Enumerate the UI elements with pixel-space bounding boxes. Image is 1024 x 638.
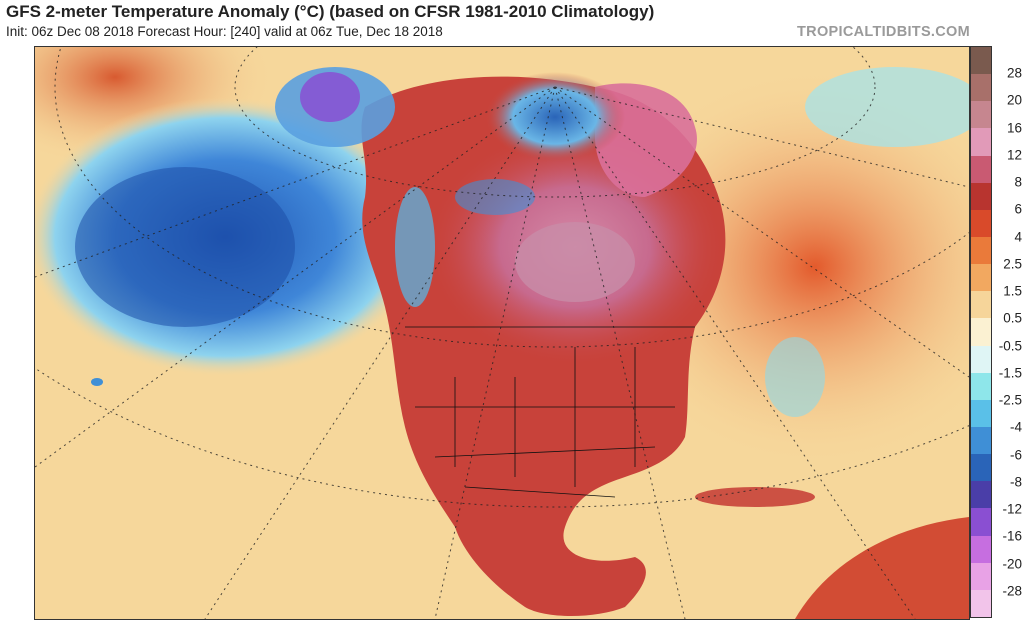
hawaii-island [91, 378, 103, 386]
colorbar-tick-label: 0.5 [1003, 310, 1022, 326]
cool-north-atlantic [805, 67, 969, 147]
colorbar-labels: 28 20 16 12 8 6 4 2.5 1.5 0.5 -0.5 -1.5 -2.5 -4 -6 -8 -1… [994, 46, 1024, 618]
colorbar-segment [971, 318, 991, 346]
colorbar-segment [971, 562, 991, 590]
colorbar-tick-label: -1.5 [998, 365, 1022, 381]
colorbar-segment [971, 101, 991, 129]
source-watermark: TROPICALTIDBITS.COM [797, 24, 970, 40]
colorbar-tick-label: -12 [1002, 501, 1022, 517]
colorbar-tick-label: 28 [1006, 65, 1022, 81]
cold-arctic-islands [485, 72, 625, 162]
colorbar-segment [971, 182, 991, 210]
colorbar-tick-label: 20 [1006, 92, 1022, 108]
colorbar-tick-label: -16 [1002, 528, 1022, 544]
map-subtitle: Init: 06z Dec 08 2018 Forecast Hour: [24… [6, 24, 443, 39]
colorbar [970, 46, 992, 618]
colorbar-tick-label: 2.5 [1003, 256, 1022, 272]
colorbar-tick-label: -8 [1009, 474, 1022, 490]
colorbar-segment [971, 508, 991, 536]
cold-bc-coast [395, 187, 435, 307]
very-cold-siberia [300, 72, 360, 122]
colorbar-segment [971, 128, 991, 156]
colorbar-tick-label: -6 [1009, 447, 1022, 463]
colorbar-segment [971, 589, 991, 617]
colorbar-tick-label: 1.5 [1003, 283, 1022, 299]
colorbar-tick-label: 8 [1014, 174, 1022, 190]
anomaly-map [35, 47, 969, 619]
colorbar-segment [971, 454, 991, 482]
colorbar-segment [971, 264, 991, 292]
colorbar-tick-label: -4 [1009, 419, 1022, 435]
boundaries [405, 326, 695, 498]
map-title: GFS 2-meter Temperature Anomaly (°C) (ba… [6, 2, 655, 21]
colorbar-segment [971, 426, 991, 455]
colorbar-segment [971, 372, 991, 400]
colorbar-segment [971, 291, 991, 319]
cool-atlantic-patch [765, 337, 825, 417]
colorbar-tick-label: 4 [1014, 229, 1022, 245]
colorbar-tick-label: 12 [1006, 147, 1022, 163]
colorbar-segment [971, 47, 991, 75]
colorbar-segment [971, 74, 991, 102]
colorbar-segment [971, 345, 991, 373]
colorbar-segment [971, 399, 991, 427]
south-america-land [795, 517, 969, 619]
graticule [35, 47, 969, 619]
colorbar-tick-label: -28 [1002, 583, 1022, 599]
colorbar-tick-label: -2.5 [998, 392, 1022, 408]
colorbar-segment [971, 481, 991, 509]
colorbar-tick-label: 6 [1014, 201, 1022, 217]
colorbar-tick-label: -20 [1002, 556, 1022, 572]
colorbar-segment [971, 209, 991, 237]
colorbar-tick-label: -0.5 [998, 338, 1022, 354]
colorbar-segment [971, 535, 991, 563]
map-panel[interactable] [34, 46, 970, 620]
colorbar-segment [971, 236, 991, 265]
colorbar-tick-label: 16 [1006, 120, 1022, 136]
colorbar-segment [971, 155, 991, 183]
